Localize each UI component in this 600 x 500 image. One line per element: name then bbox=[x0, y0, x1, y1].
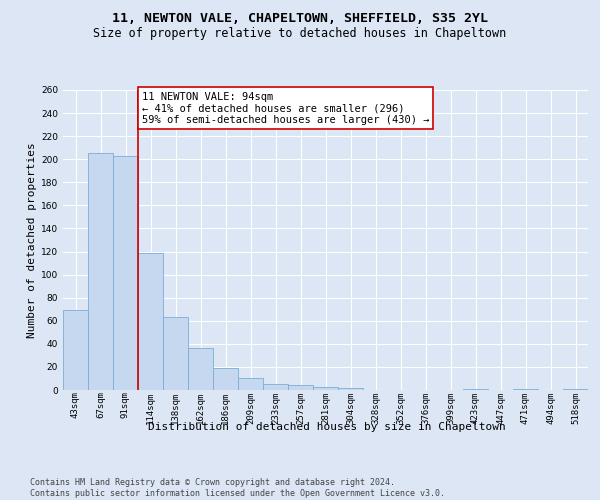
Text: Size of property relative to detached houses in Chapeltown: Size of property relative to detached ho… bbox=[94, 28, 506, 40]
Bar bbox=[113, 156, 138, 390]
Bar bbox=[288, 386, 313, 390]
Text: 11, NEWTON VALE, CHAPELTOWN, SHEFFIELD, S35 2YL: 11, NEWTON VALE, CHAPELTOWN, SHEFFIELD, … bbox=[112, 12, 488, 26]
Bar bbox=[238, 378, 263, 390]
Text: Contains HM Land Registry data © Crown copyright and database right 2024.
Contai: Contains HM Land Registry data © Crown c… bbox=[30, 478, 445, 498]
Bar bbox=[63, 310, 88, 390]
Bar bbox=[338, 388, 363, 390]
Bar bbox=[163, 318, 188, 390]
Bar bbox=[313, 386, 338, 390]
Text: 11 NEWTON VALE: 94sqm
← 41% of detached houses are smaller (296)
59% of semi-det: 11 NEWTON VALE: 94sqm ← 41% of detached … bbox=[142, 92, 429, 124]
Text: Distribution of detached houses by size in Chapeltown: Distribution of detached houses by size … bbox=[148, 422, 506, 432]
Bar bbox=[513, 389, 538, 390]
Bar bbox=[138, 252, 163, 390]
Y-axis label: Number of detached properties: Number of detached properties bbox=[27, 142, 37, 338]
Bar bbox=[88, 154, 113, 390]
Bar bbox=[188, 348, 213, 390]
Bar bbox=[263, 384, 288, 390]
Bar bbox=[463, 389, 488, 390]
Bar bbox=[563, 389, 588, 390]
Bar bbox=[213, 368, 238, 390]
